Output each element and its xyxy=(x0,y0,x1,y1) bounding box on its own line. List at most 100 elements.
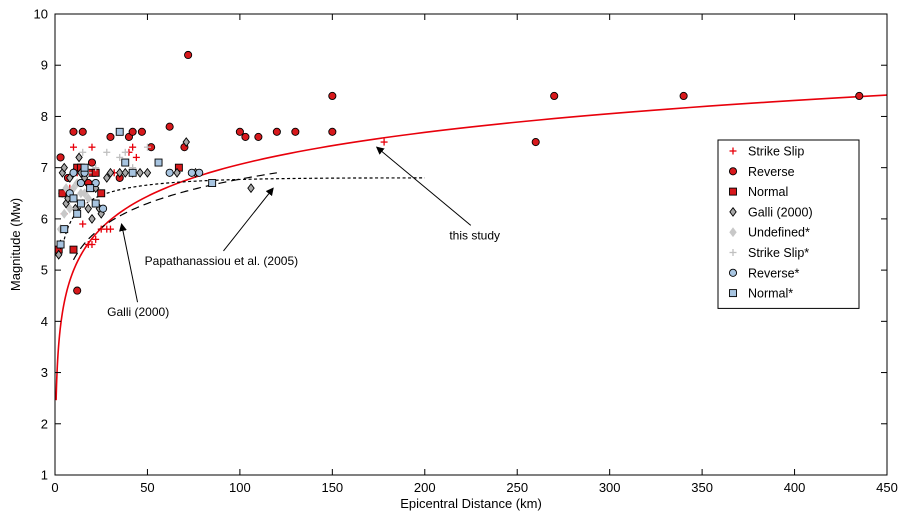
data-point xyxy=(84,193,92,204)
axes: 0 50 100 150 200 250 300 350 400 450 1 2 3 4 5 6 7 8 9 10 xyxy=(34,7,898,496)
data-point xyxy=(247,183,255,194)
data-point xyxy=(78,127,87,136)
data-point xyxy=(328,91,337,101)
x-tick-label: 300 xyxy=(599,480,621,495)
y-tick-label: 3 xyxy=(41,365,48,380)
data-point xyxy=(92,164,100,172)
data-point xyxy=(165,122,174,131)
legend-marker xyxy=(728,268,738,277)
data-point xyxy=(80,163,89,172)
y-tick-label: 8 xyxy=(41,109,48,124)
legend-label: Galli (2000) xyxy=(748,205,813,219)
data-point xyxy=(91,199,100,208)
data-point xyxy=(208,179,217,187)
legend-marker xyxy=(729,147,737,155)
data-point xyxy=(272,127,281,136)
data-point xyxy=(121,148,129,156)
x-tick-label: 150 xyxy=(321,480,343,495)
series-7 xyxy=(56,127,217,249)
data-point xyxy=(679,91,688,101)
data-point xyxy=(69,194,78,203)
x-tick-label: 400 xyxy=(784,480,806,495)
x-axis-title: Epicentral Distance (km) xyxy=(400,496,542,511)
y-tick-label: 2 xyxy=(41,416,48,431)
y-tick-label: 4 xyxy=(41,314,48,329)
legend: Strike Slip Reverse Normal Galli (2000) Unde… xyxy=(717,139,860,309)
x-tick-label: 200 xyxy=(414,480,436,495)
annotation-arrow xyxy=(119,223,139,303)
y-axis-title: Magnitude (Mw) xyxy=(8,198,23,291)
data-point xyxy=(380,138,388,146)
annotation-label: Papathanassiou et al. (2005) xyxy=(145,254,298,268)
legend-label: Undefined* xyxy=(748,226,810,240)
data-point xyxy=(187,168,196,177)
curve-solid xyxy=(55,94,887,401)
fit-curves xyxy=(55,94,887,401)
data-point xyxy=(60,208,68,219)
y-tick-label: 9 xyxy=(41,58,48,73)
data-points xyxy=(54,50,864,295)
legend-label: Reverse* xyxy=(748,266,800,280)
data-point xyxy=(531,138,540,147)
x-tick-label: 450 xyxy=(876,480,898,495)
data-point xyxy=(235,127,244,136)
data-point xyxy=(121,158,130,167)
data-point xyxy=(87,158,97,167)
legend-label: Normal* xyxy=(748,287,793,301)
data-point xyxy=(184,50,193,60)
data-point xyxy=(66,203,74,214)
data-point xyxy=(60,225,69,234)
data-point xyxy=(56,153,65,162)
annotations: Galli (2000) Papathanassiou et al. (2005)… xyxy=(107,146,500,319)
data-point xyxy=(115,167,124,178)
data-point xyxy=(128,127,137,136)
data-point xyxy=(88,213,96,224)
data-point xyxy=(73,209,82,218)
legend-box xyxy=(717,139,860,309)
y-tick-label: 7 xyxy=(41,160,48,175)
data-point xyxy=(79,148,87,156)
data-point xyxy=(76,178,85,188)
data-point xyxy=(75,152,83,163)
data-point xyxy=(99,204,108,213)
data-point xyxy=(86,184,95,193)
data-point xyxy=(69,143,77,151)
data-point xyxy=(121,167,129,178)
data-point xyxy=(88,241,96,248)
data-point xyxy=(291,127,300,136)
data-point xyxy=(115,127,124,136)
data-point xyxy=(88,143,96,151)
data-point xyxy=(73,286,82,295)
y-tick-label: 1 xyxy=(41,468,48,483)
data-point xyxy=(103,148,111,156)
annotation-label: Galli (2000) xyxy=(107,305,169,319)
data-point xyxy=(132,153,140,161)
x-tick-label: 50 xyxy=(140,480,154,495)
legend-label: Normal xyxy=(748,185,788,199)
data-point xyxy=(106,132,115,141)
data-point xyxy=(136,167,144,178)
data-point xyxy=(195,168,204,177)
legend-marker xyxy=(729,187,737,196)
x-tick-label: 0 xyxy=(51,480,58,495)
legend-marker xyxy=(729,206,737,217)
data-point xyxy=(855,91,864,101)
data-point xyxy=(116,153,124,161)
data-point xyxy=(69,168,78,177)
data-point xyxy=(97,189,106,198)
data-point xyxy=(143,143,151,151)
y-tick-label: 5 xyxy=(41,263,48,278)
plot-frame xyxy=(54,13,888,476)
data-point xyxy=(182,137,190,148)
data-point xyxy=(84,203,92,214)
data-point xyxy=(137,127,146,136)
data-point xyxy=(154,158,163,167)
legend-label: Reverse xyxy=(748,165,795,179)
legend-marker xyxy=(729,249,737,256)
data-point xyxy=(54,249,63,260)
y-tick-label: 10 xyxy=(34,7,48,22)
annotation-arrow xyxy=(375,146,472,226)
annotation-label: this study xyxy=(449,228,500,242)
data-point xyxy=(128,168,137,177)
